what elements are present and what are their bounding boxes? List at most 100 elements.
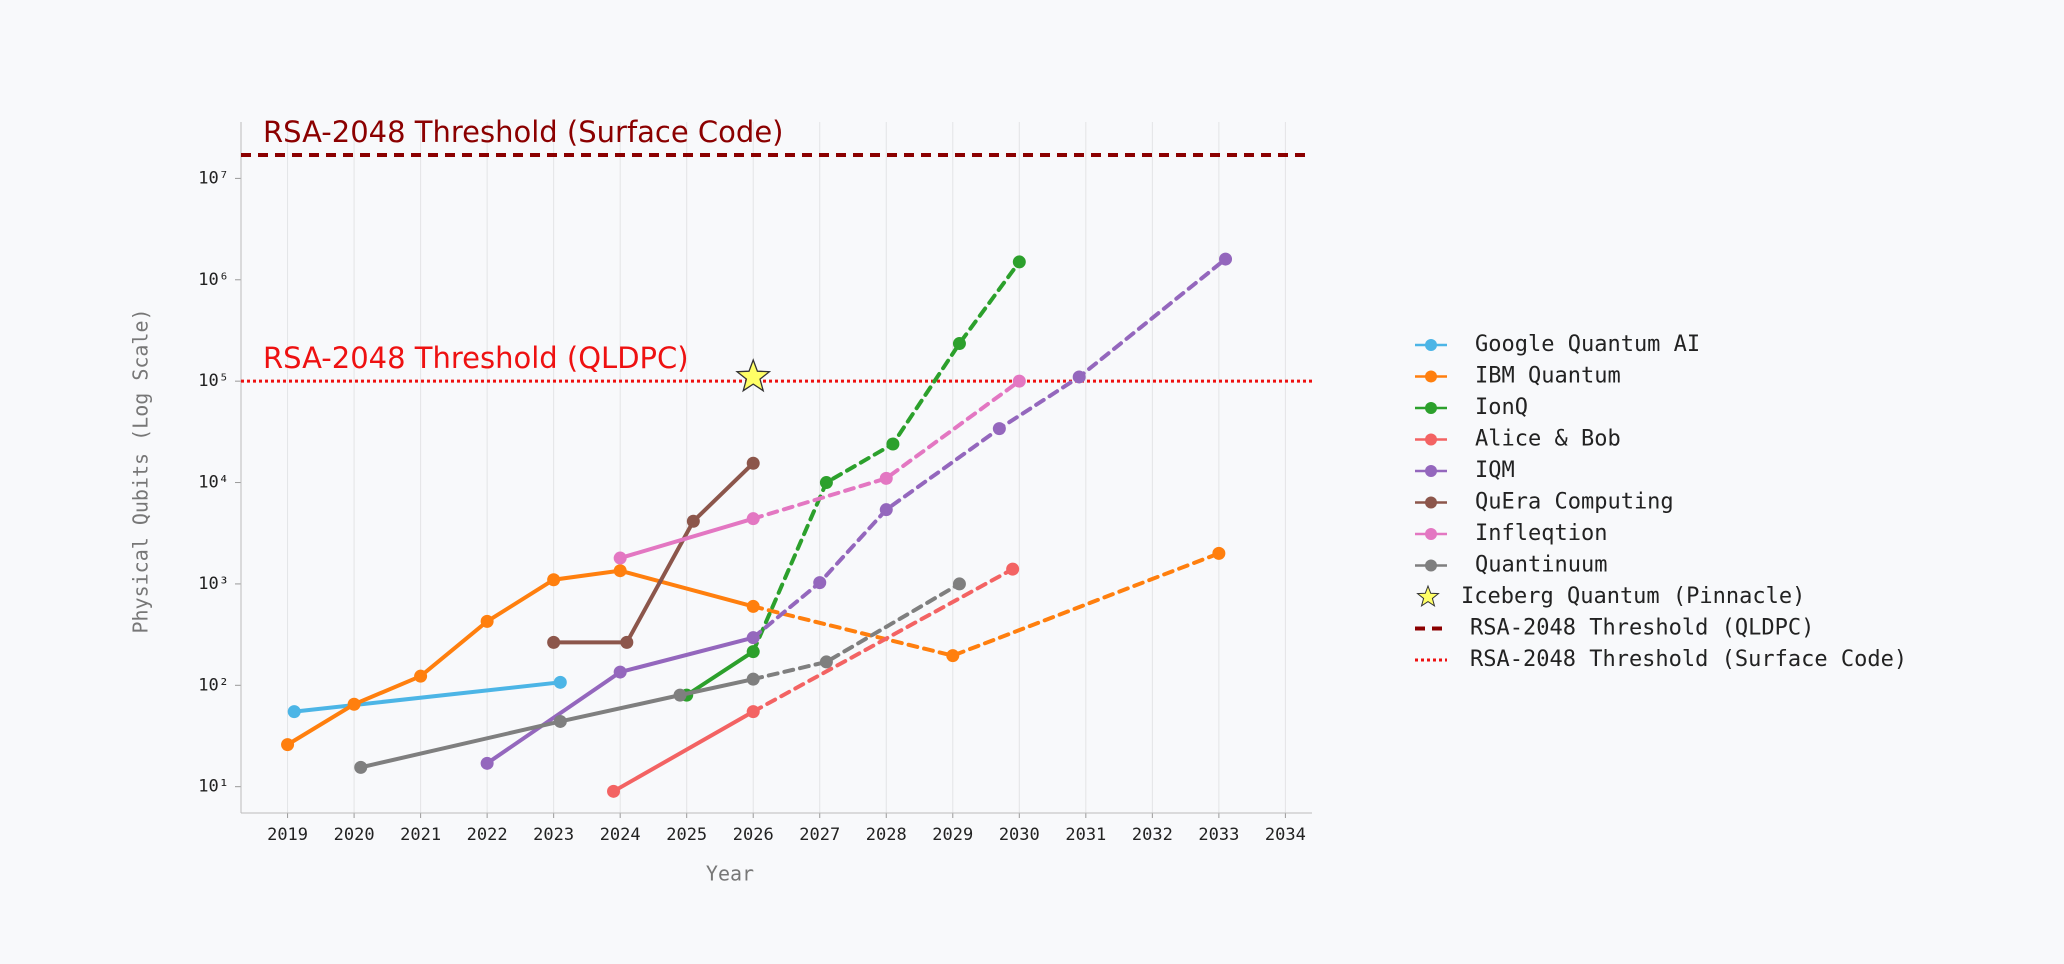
data-point (952, 577, 966, 591)
series-line (358, 677, 756, 770)
y-tick-label: 10⁶ (198, 270, 229, 290)
data-point (1212, 546, 1226, 560)
x-tick-label: 2033 (1198, 825, 1239, 845)
data-point (620, 635, 634, 649)
legend-marker (1425, 402, 1437, 414)
data-point (686, 514, 700, 528)
y-tick-label: 10³ (198, 574, 229, 594)
projection-line (751, 257, 1228, 640)
data-point (746, 456, 760, 470)
data-point (354, 760, 368, 774)
y-tick-label: 10⁴ (198, 473, 229, 493)
data-point (547, 635, 561, 649)
y-tick-label: 10⁷ (198, 168, 229, 188)
x-tick-label: 2021 (400, 825, 441, 845)
x-tick-label: 2032 (1132, 825, 1173, 845)
data-point (547, 573, 561, 587)
x-tick-label: 2027 (799, 825, 840, 845)
data-point (607, 784, 621, 798)
data-point (746, 672, 760, 686)
data-point (347, 697, 361, 711)
data-point (819, 655, 833, 669)
threshold-annotation: RSA-2048 Threshold (QLDPC) (263, 341, 689, 375)
projection-line (751, 567, 1015, 714)
data-point (613, 551, 627, 565)
data-point (553, 714, 567, 728)
data-point (1219, 252, 1233, 266)
x-tick-label: 2029 (932, 825, 973, 845)
data-point (1012, 255, 1026, 269)
highlight-star (735, 358, 772, 393)
series-line (551, 461, 756, 645)
data-point (946, 649, 960, 663)
projection-line (751, 379, 1022, 521)
data-point (613, 665, 627, 679)
legend-label: Infleqtion (1475, 521, 1607, 546)
data-point (879, 503, 893, 517)
legend-label: Quantinuum (1475, 553, 1607, 578)
legend-marker (1425, 339, 1437, 351)
x-tick-label: 2034 (1265, 825, 1306, 845)
projection-line (751, 551, 1221, 658)
legend-marker (1425, 559, 1437, 572)
threshold-annotation: RSA-2048 Threshold (Surface Code) (263, 115, 784, 149)
legend-label: IonQ (1475, 395, 1528, 420)
legend-marker (1425, 433, 1437, 446)
x-tick-label: 2028 (866, 825, 907, 845)
y-tick-label: 10¹ (198, 777, 229, 797)
data-point (952, 337, 966, 351)
legend-label: IBM Quantum (1475, 364, 1621, 389)
data-point (480, 614, 494, 628)
legend-label: RSA-2048 Threshold (QLDPC) (1470, 616, 1814, 641)
data-point (480, 756, 494, 770)
data-point (746, 645, 760, 659)
data-point (819, 476, 833, 490)
legend-label: Google Quantum AI (1475, 332, 1700, 357)
legend-label: IQM (1475, 458, 1515, 483)
projection-line (751, 581, 962, 682)
legend-label: Iceberg Quantum (Pinnacle) (1461, 584, 1805, 609)
legend-marker (1425, 496, 1437, 509)
legend-label: Alice & Bob (1475, 427, 1621, 452)
x-axis-label: Year (706, 862, 754, 886)
data-point (414, 669, 428, 683)
legend-label: QuEra Computing (1475, 490, 1674, 515)
data-point (746, 705, 760, 719)
data-point (287, 705, 301, 719)
data-point (1072, 370, 1086, 384)
x-tick-label: 2023 (533, 825, 574, 845)
series-line (618, 516, 756, 561)
y-tick-label: 10² (198, 675, 229, 695)
data-point (992, 422, 1006, 436)
data-point (1006, 562, 1020, 576)
data-point (673, 688, 687, 702)
series-line (684, 649, 756, 698)
x-tick-label: 2025 (666, 825, 707, 845)
x-tick-label: 2022 (467, 825, 508, 845)
data-point (613, 564, 627, 578)
data-point (1012, 374, 1026, 388)
data-point (886, 437, 900, 451)
data-point (746, 631, 760, 645)
series-line (292, 680, 563, 714)
legend-marker (1425, 528, 1437, 540)
y-axis-label: Physical Qubits (Log Scale) (129, 308, 153, 633)
x-tick-label: 2020 (334, 825, 375, 845)
x-tick-label: 2026 (733, 825, 774, 845)
data-point (746, 599, 760, 613)
x-tick-label: 2019 (267, 825, 308, 845)
data-point (281, 738, 295, 752)
y-tick-label: 10⁵ (198, 371, 229, 391)
series-line (611, 709, 756, 794)
x-tick-label: 2030 (999, 825, 1040, 845)
data-point (746, 512, 760, 526)
data-point (813, 576, 827, 590)
legend-label: RSA-2048 Threshold (Surface Code) (1470, 647, 1907, 672)
data-point (553, 675, 567, 689)
legend-star (1416, 584, 1440, 608)
legend-marker (1425, 465, 1437, 477)
x-tick-label: 2031 (1065, 825, 1106, 845)
